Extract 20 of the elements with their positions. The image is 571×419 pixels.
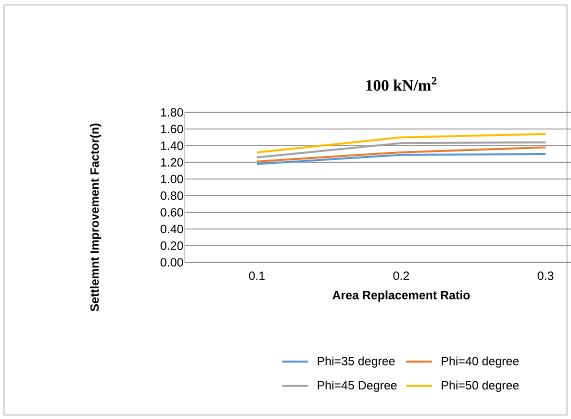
x-axis-title: Area Replacement Ratio — [332, 290, 470, 302]
legend-label: Phi=40 degree — [442, 356, 519, 368]
y-tick-label: 0.60 — [160, 208, 184, 217]
x-tick-label: 0.1 — [249, 272, 265, 280]
legend-label: Phi=45 Degree — [318, 380, 397, 392]
chart-title: 100 kN/m$^{2}$ — [366, 76, 436, 91]
x-tick-label: 0.3 — [538, 272, 554, 280]
y-tick-label: 1.00 — [161, 174, 184, 184]
x-tick-label: 0.2 — [393, 272, 409, 280]
y-tick-label: 1.60 — [161, 124, 184, 134]
y-tick-label: 1.40 — [161, 141, 184, 150]
y-tick-label: 0.20 — [160, 241, 184, 250]
y-tick-label: 1.20 — [161, 158, 184, 167]
legend-label: Phi=50 degree — [442, 380, 519, 392]
y-axis-title: Settlemnt Improvement Factor(n) — [90, 124, 102, 312]
legend-label: Phi=35 degree — [318, 356, 395, 368]
y-tick-label: 0.00 — [160, 258, 184, 267]
y-tick-label: 0.40 — [160, 224, 184, 234]
y-tick-label: 0.80 — [160, 191, 184, 200]
y-tick-label: 1.80 — [161, 108, 184, 117]
